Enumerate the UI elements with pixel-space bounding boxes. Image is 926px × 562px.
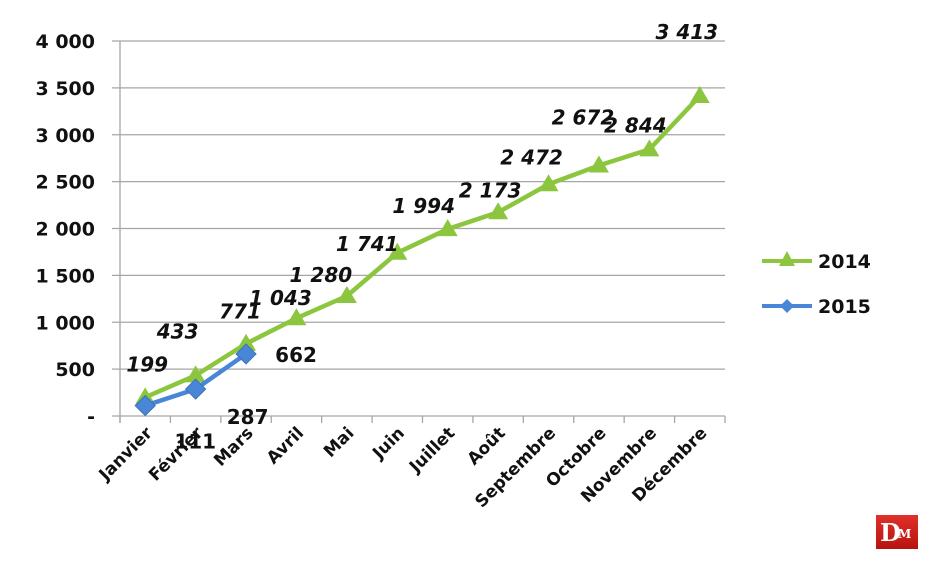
- triangle-marker-icon: [639, 139, 660, 157]
- legend-item-2015: 2015: [762, 296, 871, 318]
- y-tick-label: 3 000: [36, 125, 96, 147]
- logo-main-letter: D: [880, 518, 901, 547]
- diamond-marker-icon: [134, 394, 156, 417]
- data-label-2014: 1 994: [392, 194, 455, 218]
- data-label-2014: 1 741: [336, 232, 399, 256]
- logo-sub-letter: M: [898, 527, 912, 541]
- data-label-2014: 199: [126, 352, 168, 376]
- data-label-2014: 1 043: [249, 286, 312, 310]
- series-line-2014: [144, 94, 702, 400]
- data-label-2015: 111: [174, 430, 216, 454]
- gridlines: [112, 40, 725, 370]
- data-label-2014: 3 413: [655, 20, 718, 44]
- data-label-2014: 2 472: [500, 145, 563, 169]
- x-tick-label: Janvier: [95, 423, 157, 485]
- diamond-marker-icon: [235, 343, 257, 365]
- y-axis-tick-labels: - 500 1 000 1 500 2 000 2 500 3 000 3 500 4 000: [36, 31, 96, 428]
- legend-item-2014: 2014: [762, 251, 871, 273]
- dm-logo: D M: [876, 515, 918, 549]
- triangle-marker-icon: [488, 202, 509, 220]
- triangle-marker-icon: [538, 174, 559, 192]
- data-series: [134, 86, 710, 417]
- data-label-2014: 1 280: [290, 263, 353, 287]
- axes: [112, 41, 726, 423]
- data-label-2014: 2 844: [604, 113, 667, 137]
- data-label-2014: 433: [156, 319, 199, 343]
- triangle-marker-icon: [236, 333, 257, 351]
- legend-label-2014: 2014: [818, 251, 871, 273]
- triangle-marker-icon: [689, 86, 710, 104]
- triangle-marker-icon: [779, 251, 795, 266]
- y-tick-label: 4 000: [36, 31, 96, 53]
- data-label-2014: 771: [219, 300, 261, 324]
- x-tick-label: Août: [464, 423, 510, 469]
- legend: 2014 2015: [762, 251, 871, 318]
- data-label-2015: 287: [227, 405, 269, 429]
- legend-label-2015: 2015: [818, 296, 871, 318]
- triangle-marker-icon: [185, 365, 206, 383]
- y-tick-label: 3 500: [36, 78, 96, 100]
- data-label-2014: 2 672: [552, 106, 615, 130]
- triangle-marker-icon: [286, 308, 307, 326]
- x-tick-label: Mai: [320, 423, 358, 461]
- y-tick-label: -: [87, 406, 95, 428]
- x-tick-label: Juin: [368, 423, 409, 464]
- diamond-marker-icon: [184, 378, 207, 400]
- y-tick-label: 1 500: [36, 265, 96, 287]
- data-label-2015: 662: [275, 343, 317, 367]
- triangle-marker-icon: [387, 242, 408, 260]
- x-tick-label: Avril: [263, 423, 308, 468]
- triangle-marker-icon: [588, 155, 609, 173]
- x-tick-label: Juillet: [405, 423, 459, 477]
- x-tick-label: Mars: [210, 423, 257, 470]
- y-tick-label: 500: [55, 359, 95, 381]
- y-tick-label: 2 000: [36, 219, 96, 241]
- y-tick-label: 1 000: [36, 312, 96, 334]
- y-tick-label: 2 500: [36, 172, 96, 194]
- diamond-marker-icon: [780, 299, 794, 313]
- data-label-2014: 2 173: [459, 178, 522, 202]
- triangle-marker-icon: [336, 286, 357, 303]
- triangle-marker-icon: [437, 219, 458, 237]
